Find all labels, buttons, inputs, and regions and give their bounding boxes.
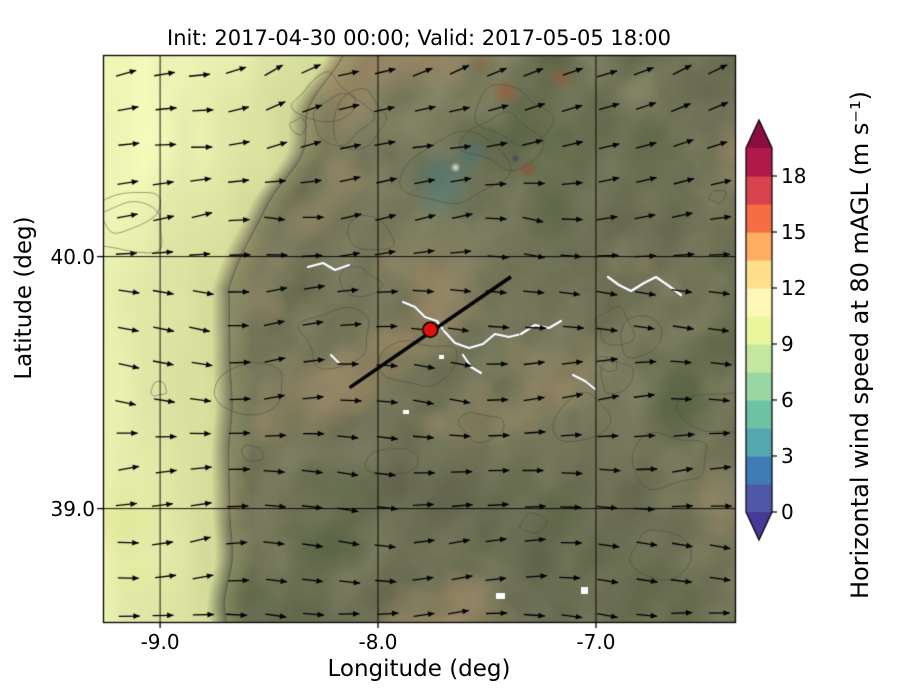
x-axis-label: Longitude (deg) bbox=[327, 656, 511, 682]
xtick-label: -8.0 bbox=[358, 630, 398, 654]
cbtick-label: 9 bbox=[781, 332, 794, 356]
y-axis-label: Latitude (deg) bbox=[11, 216, 37, 380]
cbtick-label: 6 bbox=[781, 388, 794, 412]
xtick-label: -9.0 bbox=[140, 630, 180, 654]
colorbar-label: Horizontal wind speed at 80 mAGL (m s⁻¹) bbox=[846, 90, 874, 600]
cbtick-label: 12 bbox=[781, 276, 807, 300]
cbtick-label: 15 bbox=[781, 220, 807, 244]
xtick-label: -7.0 bbox=[576, 630, 616, 654]
ytick-label: 40.0 bbox=[50, 244, 95, 269]
cbtick-label: 3 bbox=[781, 444, 794, 468]
ytick-label: 39.0 bbox=[50, 496, 95, 521]
plot-title: Init: 2017-04-30 00:00; Valid: 2017-05-0… bbox=[167, 26, 671, 50]
cbtick-label: 18 bbox=[781, 164, 807, 188]
cbtick-label: 0 bbox=[781, 500, 794, 524]
